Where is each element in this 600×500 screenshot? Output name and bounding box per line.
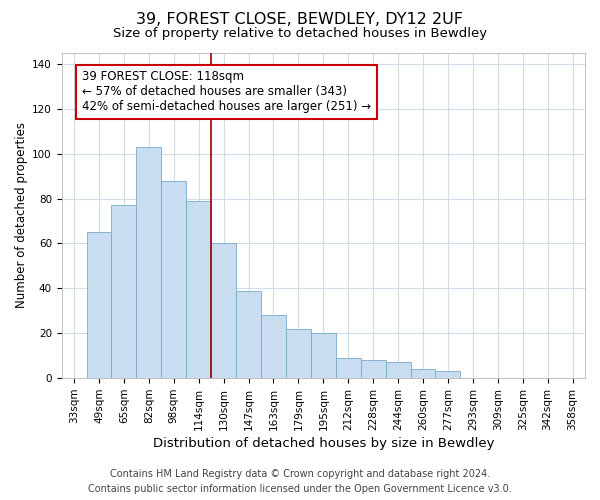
Bar — [186, 201, 211, 378]
Bar — [161, 180, 186, 378]
Bar — [261, 316, 286, 378]
Bar — [361, 360, 386, 378]
Bar — [386, 362, 410, 378]
Bar — [436, 372, 460, 378]
Bar — [336, 358, 361, 378]
Bar — [112, 205, 136, 378]
Text: Contains HM Land Registry data © Crown copyright and database right 2024.
Contai: Contains HM Land Registry data © Crown c… — [88, 468, 512, 493]
Text: 39, FOREST CLOSE, BEWDLEY, DY12 2UF: 39, FOREST CLOSE, BEWDLEY, DY12 2UF — [137, 12, 464, 28]
Bar — [211, 244, 236, 378]
Text: 39 FOREST CLOSE: 118sqm
← 57% of detached houses are smaller (343)
42% of semi-d: 39 FOREST CLOSE: 118sqm ← 57% of detache… — [82, 70, 371, 114]
Y-axis label: Number of detached properties: Number of detached properties — [15, 122, 28, 308]
Bar — [311, 334, 336, 378]
Bar — [410, 369, 436, 378]
X-axis label: Distribution of detached houses by size in Bewdley: Distribution of detached houses by size … — [152, 437, 494, 450]
Bar — [86, 232, 112, 378]
Text: Size of property relative to detached houses in Bewdley: Size of property relative to detached ho… — [113, 28, 487, 40]
Bar — [286, 329, 311, 378]
Bar — [236, 290, 261, 378]
Bar — [136, 147, 161, 378]
